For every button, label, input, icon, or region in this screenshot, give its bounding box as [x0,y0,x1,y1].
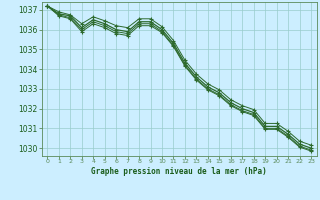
X-axis label: Graphe pression niveau de la mer (hPa): Graphe pression niveau de la mer (hPa) [91,167,267,176]
